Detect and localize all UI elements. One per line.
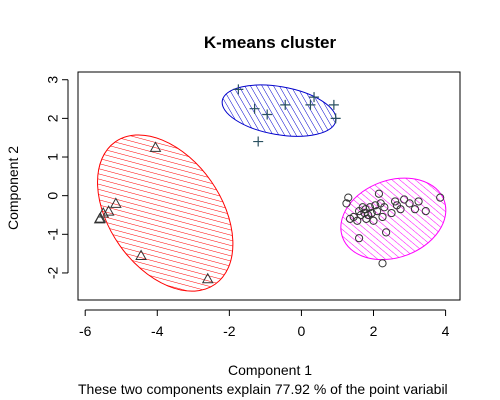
cluster-3-point — [380, 203, 389, 212]
cluster-1-point — [201, 272, 214, 284]
cluster-2-point — [262, 109, 273, 120]
y-axis-label: Component 2 — [5, 146, 21, 230]
cluster-3-point — [378, 259, 387, 268]
cluster-2-point — [249, 103, 260, 114]
cluster-3-point — [354, 234, 364, 243]
cluster-3-point — [373, 207, 382, 216]
x-tick-label: 0 — [298, 323, 306, 339]
cluster-3-point — [400, 195, 409, 204]
cluster-1-point — [109, 197, 122, 208]
y-tick-label: 2 — [45, 114, 61, 122]
cluster-2-point — [330, 113, 341, 124]
variance-footnote: These two components explain 77.92 % of … — [78, 381, 448, 397]
cluster-3-point — [405, 199, 414, 208]
cluster-3-point — [342, 199, 351, 208]
cluster-3-point — [374, 189, 384, 198]
cluster-2-point — [305, 99, 316, 110]
cluster-3-point — [344, 193, 353, 202]
x-axis-label: Component 1 — [228, 362, 312, 378]
cluster-1-point — [149, 141, 162, 152]
cluster-3-point — [369, 216, 378, 225]
cluster-2-point — [309, 92, 320, 103]
chart-title: K-means cluster — [204, 33, 337, 52]
cluster-1-point — [94, 212, 107, 223]
y-tick-label: 3 — [45, 76, 61, 84]
cluster-3-point — [387, 208, 396, 218]
cluster-2-point — [328, 99, 339, 110]
x-tick-label: 2 — [370, 323, 378, 339]
cluster-3-point — [367, 208, 376, 218]
cluster-3-point — [365, 203, 375, 212]
cluster-3-point — [382, 228, 391, 237]
cluster-3-point — [421, 207, 430, 216]
x-tick-label: -2 — [223, 323, 236, 339]
cluster-3-point — [410, 205, 420, 214]
y-tick-label: -1 — [45, 228, 61, 241]
y-tick-label: 1 — [45, 153, 61, 161]
cluster-2-point — [233, 84, 244, 95]
cluster-1-point — [97, 207, 110, 218]
cluster-3-point — [391, 197, 400, 206]
plot-frame — [77, 71, 461, 301]
x-tick-label: -4 — [151, 323, 164, 339]
cluster-3-point — [436, 193, 445, 202]
cluster-3-point — [414, 197, 423, 206]
cluster-3-point — [396, 205, 405, 214]
cluster-3-point — [371, 201, 380, 210]
cluster-3-ellipse — [340, 177, 447, 261]
x-tick-label: -6 — [79, 323, 92, 339]
cluster-1-point — [135, 249, 147, 261]
cluster-2-point — [280, 99, 291, 110]
cluster-1-point — [102, 205, 115, 216]
cluster-1-ellipse — [97, 134, 234, 292]
x-tick-label: 4 — [442, 323, 450, 339]
cluster-3-point — [353, 216, 362, 225]
cluster-2-point — [253, 136, 264, 147]
y-tick-label: -2 — [45, 267, 61, 280]
cluster-2-ellipse — [221, 84, 337, 137]
cluster-3-point — [378, 212, 387, 222]
y-tick-label: 0 — [45, 192, 61, 200]
